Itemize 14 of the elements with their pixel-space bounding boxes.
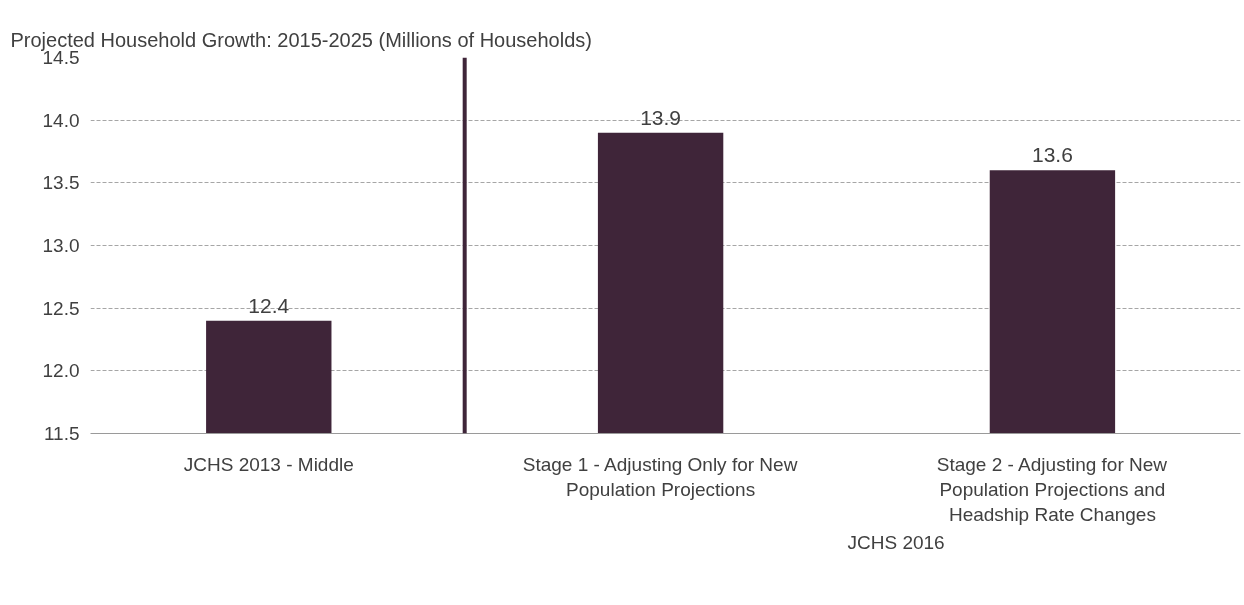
data-label: 13.6 <box>1031 143 1073 167</box>
text: 11.5 <box>43 423 80 444</box>
text: 12.0 <box>42 360 80 382</box>
data-label: 13.9 <box>640 105 682 129</box>
chart-title: Projected Household Growth: 2015-2025 (Millions of Households) <box>10 28 592 51</box>
x-tick-label: JCHS 2013 - Middle <box>183 453 354 475</box>
text: 13.0 <box>42 235 80 256</box>
x-tick-label: Stage 1 - Adjusting Only for New Population Projections <box>522 453 798 500</box>
x-tick-label: Stage 2 - Adjusting for New Population Projections and Headship Rate Changes <box>936 453 1168 525</box>
text: 12.5 <box>42 297 80 319</box>
text: 14.0 <box>42 109 80 131</box>
data-label: 12.4 <box>248 293 290 317</box>
text: JCHS 2016 <box>847 531 945 553</box>
text: 13.5 <box>42 172 80 194</box>
